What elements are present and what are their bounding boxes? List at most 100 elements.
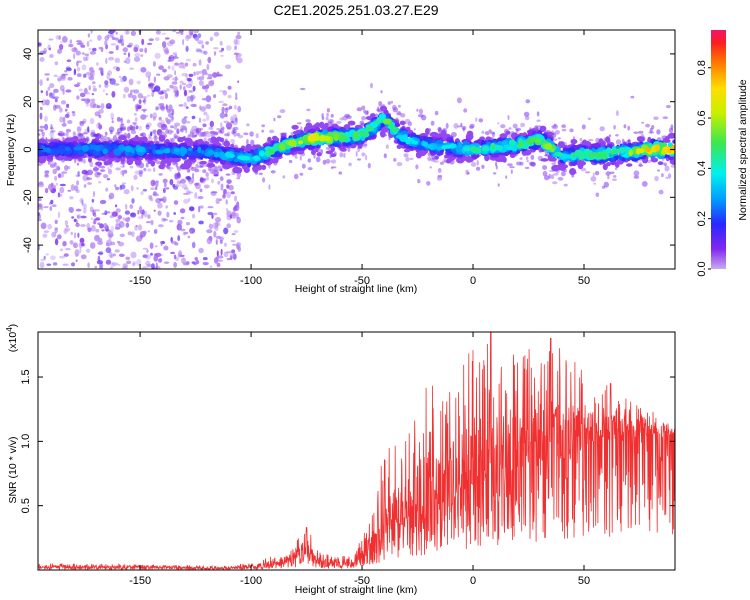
- spectrogram-halo-point: [339, 117, 344, 121]
- spectrogram-noise-point: [48, 38, 54, 41]
- spectrogram-halo-point: [326, 108, 330, 113]
- spectrogram-noise-point: [119, 185, 123, 191]
- spectrogram-ridge-point: [511, 145, 518, 152]
- spectrogram-noise-point: [44, 123, 49, 131]
- spectrogram-halo-point: [186, 168, 191, 173]
- spectrogram-halo-point: [250, 139, 255, 146]
- spectrogram-noise-point: [183, 86, 186, 91]
- spectrogram-ridge-point: [550, 147, 555, 153]
- spectrogram-halo-point: [305, 119, 311, 123]
- spectrogram-noise-point: [163, 188, 166, 193]
- spectrogram-noise-point: [181, 72, 188, 77]
- spectrogram-noise-point: [97, 34, 102, 41]
- spectrogram-noise-point: [127, 217, 131, 220]
- spectrogram-noise-point: [186, 95, 191, 103]
- spectrogram-noise-point: [59, 116, 64, 123]
- spectrogram-noise-point: [117, 215, 123, 220]
- spectrogram-halo-point: [338, 171, 343, 175]
- spectrogram-halo-point: [525, 156, 529, 161]
- spectrogram-noise-point: [220, 248, 223, 256]
- spectrogram-noise-point: [105, 103, 112, 109]
- spectrogram-ridge-point: [569, 168, 577, 176]
- spectrogram-halo-point: [609, 171, 615, 174]
- spectrogram-ridge-point: [662, 138, 671, 143]
- spectrogram-noise-point: [108, 56, 115, 61]
- spectrogram-noise-point: [80, 243, 85, 247]
- spectrogram-noise-point: [59, 183, 66, 187]
- spectrogram-halo-point: [557, 137, 561, 140]
- spectrogram-noise-point: [178, 223, 182, 230]
- spectrogram-noise-point: [174, 54, 177, 58]
- spectrogram-ridge-point: [44, 147, 51, 153]
- spectrogram-noise-point: [62, 263, 69, 266]
- spectrogram-halo-point: [361, 105, 366, 110]
- spectrogram-noise-point: [223, 227, 229, 235]
- spectrogram-noise-point: [89, 117, 95, 125]
- spectrogram-halo-point: [79, 120, 82, 126]
- spectrogram-halo-point: [638, 130, 644, 134]
- spectrogram-halo-point: [509, 166, 515, 169]
- spectrogram-noise-point: [160, 241, 163, 247]
- spectrogram-noise-point: [106, 242, 110, 247]
- spectrogram-noise-point: [187, 235, 191, 239]
- spectrogram-noise-point: [54, 98, 58, 103]
- spectrogram-ridge-point: [64, 146, 71, 152]
- spectrogram-ridge-point: [645, 147, 651, 153]
- spectrogram-noise-point: [138, 99, 142, 105]
- spectrogram-ridge-point: [333, 134, 339, 142]
- spectrogram-ridge-point: [373, 120, 381, 125]
- spectrogram-halo-point: [630, 95, 635, 99]
- spectrogram-halo-point: [194, 134, 198, 137]
- spectrogram-halo-point: [357, 147, 360, 153]
- spectrogram-noise-point: [132, 94, 137, 100]
- spectrogram-noise-point: [213, 31, 220, 37]
- spectrogram-ridge-point: [419, 133, 429, 137]
- spectrogram-noise-point: [170, 251, 176, 255]
- snr-x-tick-label: -50: [354, 575, 370, 587]
- spectrogram-noise-point: [213, 47, 219, 50]
- spectrogram-x-tick-label: -100: [240, 275, 262, 287]
- spectrogram-noise-point: [41, 99, 47, 106]
- spectrogram-noise-point: [60, 41, 63, 44]
- spectrogram-noise-point: [120, 77, 124, 83]
- spectrogram-noise-point: [173, 261, 178, 268]
- spectrogram-noise-point: [186, 190, 191, 196]
- spectrogram-noise-point: [115, 167, 121, 171]
- spectrogram-halo-point: [658, 189, 664, 195]
- spectrogram-halo-point: [397, 104, 401, 108]
- spectrogram-noise-point: [57, 49, 62, 54]
- spectrogram-noise-point: [75, 50, 82, 56]
- spectrogram-noise-point: [42, 233, 48, 238]
- spectrogram-ridge-point: [425, 128, 430, 135]
- spectrogram-halo-point: [523, 111, 530, 117]
- snr-y-scale-prefix: (x10: [7, 332, 19, 353]
- spectrogram-noise-point: [132, 98, 135, 102]
- snr-y-scale-exponent: 4: [5, 327, 14, 332]
- spectrogram-ridge-point: [444, 144, 452, 149]
- spectrogram-halo-point: [508, 127, 512, 130]
- spectrogram-noise-point: [187, 134, 192, 139]
- spectrogram-ridge-point: [508, 139, 516, 146]
- spectrogram-noise-point: [96, 105, 101, 109]
- spectrogram-noise-point: [141, 96, 148, 99]
- spectrogram-noise-point: [105, 57, 108, 65]
- spectrogram-noise-point: [52, 92, 55, 97]
- spectrogram-halo-point: [219, 128, 225, 135]
- spectrogram-noise-point: [178, 104, 184, 107]
- snr-series-line: [38, 332, 675, 570]
- spectrogram-ridge-point: [297, 140, 304, 145]
- spectrogram-noise-point: [79, 92, 86, 98]
- spectrogram-noise-point: [54, 219, 58, 224]
- spectrogram-ridge-point: [88, 157, 92, 163]
- spectrogram-ridge-point: [654, 144, 660, 152]
- spectrogram-noise-point: [97, 240, 103, 245]
- spectrogram-noise-point: [169, 39, 176, 45]
- spectrogram-noise-point: [90, 98, 96, 102]
- spectrogram-noise-point: [139, 48, 144, 53]
- spectrogram-noise-point: [110, 261, 115, 268]
- spectrogram-noise-point: [38, 244, 41, 251]
- spectrogram-noise-point: [230, 138, 235, 143]
- spectrogram-ridge-point: [223, 140, 230, 147]
- spectrogram-halo-point: [380, 90, 383, 94]
- spectrogram-halo-point: [187, 176, 191, 182]
